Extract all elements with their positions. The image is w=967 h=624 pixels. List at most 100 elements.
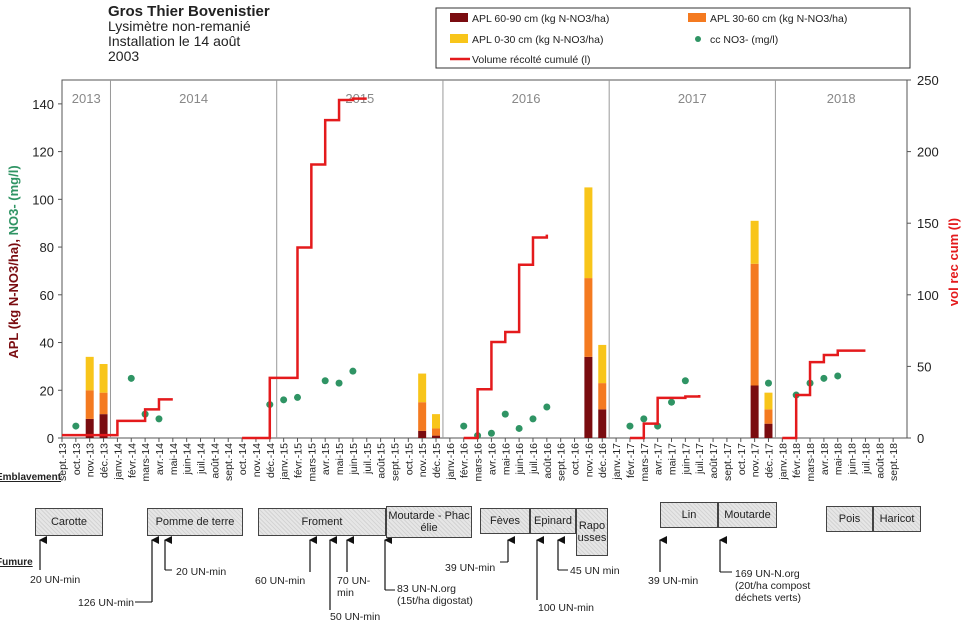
x-tick-label: févr.-14 [126,443,138,478]
bar [85,418,94,438]
legend-swatch [450,13,468,22]
line [242,97,367,440]
bar [432,428,441,436]
x-tick-label: sept.-13 [57,443,69,481]
y-tick-label: 100 [32,192,54,207]
point [515,424,523,432]
x-tick-label: sept.-15 [389,443,401,481]
x-tick-label: juin-18 [847,443,859,476]
chart-title: Gros Thier Bovenistier [108,3,270,20]
bar [418,373,427,403]
crop-box: Froment [258,508,386,536]
year-label: 2016 [512,91,541,106]
x-tick-label: oct.-13 [71,443,83,475]
y2-axis-title: vol rec cum (l) [946,218,961,306]
crop-box: Pomme de terre [147,508,243,536]
x-tick-label: avr.-17 [653,443,665,475]
point [487,429,495,437]
x-tick-label: janv.-14 [112,443,124,481]
crop-box: Carotte [35,508,103,536]
crop-box: Fèves [480,508,530,534]
bar [750,263,759,386]
point [529,415,537,423]
point [834,372,842,380]
x-tick-label: mai-15 [334,443,346,475]
bar [750,385,759,438]
y-tick-label: 60 [40,288,54,303]
point [501,410,509,418]
y-tick-label: 20 [40,383,54,398]
x-tick-label: déc.-14 [265,443,277,478]
x-tick-label: juin-16 [514,443,526,476]
fertilization-note: 20 UN-min [176,566,227,578]
line [62,398,173,437]
x-tick-label: févr.-18 [791,443,803,478]
x-tick-label: nov.-13 [85,443,97,477]
y2-tick-label: 200 [917,145,939,160]
x-tick-label: janv.-16 [445,443,457,481]
x-tick-label: mai-18 [833,443,845,475]
bar [764,409,773,424]
x-tick-label: déc.-16 [597,443,609,478]
point [460,422,468,430]
bar [418,430,427,438]
y2-tick-label: 250 [917,73,939,88]
fertilization-note: 20 UN-min [30,574,81,586]
fertilization-note: 126 UN-min [78,597,135,609]
bar [432,414,441,429]
bar [85,390,94,419]
line [782,349,866,440]
x-tick-label: août-18 [874,443,886,479]
point [764,379,772,387]
x-tick-label: oct.-17 [736,443,748,475]
x-tick-label: févr.-16 [459,443,471,478]
bar [750,220,759,264]
x-tick-label: avr.-15 [320,443,332,475]
x-tick-label: févr.-17 [625,443,637,478]
crop-box: Moutarde [718,502,777,528]
bar [85,356,94,391]
year-label: 2017 [678,91,707,106]
x-tick-label: mars-14 [140,443,152,482]
y-axis-title-no3: NO3- (mg/l) [6,165,21,235]
x-tick-label: mars-18 [805,443,817,482]
fertilization-note: 39 UN-min [648,575,699,587]
subtitle: Lysimètre non-remanié [108,18,251,34]
x-tick-label: déc.-13 [99,443,111,478]
x-tick-label: févr.-15 [292,443,304,478]
fertilization-note: 50 UN-min [330,611,381,623]
y-axis-title-apl: APL (kg N-NO3/ha), [6,239,21,359]
point [155,415,163,423]
bar [764,423,773,438]
bar [99,414,108,438]
year-label: 2013 [72,91,101,106]
x-tick-label: déc.-17 [763,443,775,478]
x-tick-label: juil.-15 [362,443,374,475]
x-tick-label: avr.-18 [819,443,831,475]
y-tick-label: 40 [40,336,54,351]
x-tick-label: juin-14 [182,443,194,476]
x-tick-label: juil.-18 [860,443,872,475]
x-tick-label: août-17 [708,443,720,479]
legend-label: APL 0-30 cm (kg N-NO3/ha) [472,34,604,46]
fertilization-note: 169 UN-N.org (20t/ha compost déchets ver… [735,568,811,604]
legend-swatch [688,13,706,22]
bar [598,383,607,410]
y-tick-label: 0 [47,431,54,446]
x-tick-label: mai-17 [667,443,679,475]
x-tick-label: janv.-15 [279,443,291,481]
point [293,393,301,401]
bar [598,344,607,384]
bar [584,187,593,279]
legend-box [435,7,911,69]
point [127,374,135,382]
fertilization-note: 100 UN-min [538,602,595,614]
x-tick-label: nov.-15 [417,443,429,477]
fertilization-note: 83 UN-N.org (15t/ha digostat) [397,583,473,607]
legend-label: APL 30-60 cm (kg N-NO3/ha) [710,13,847,25]
bar [584,278,593,357]
y-tick-label: 120 [32,145,54,160]
x-tick-label: sept.-14 [223,443,235,481]
